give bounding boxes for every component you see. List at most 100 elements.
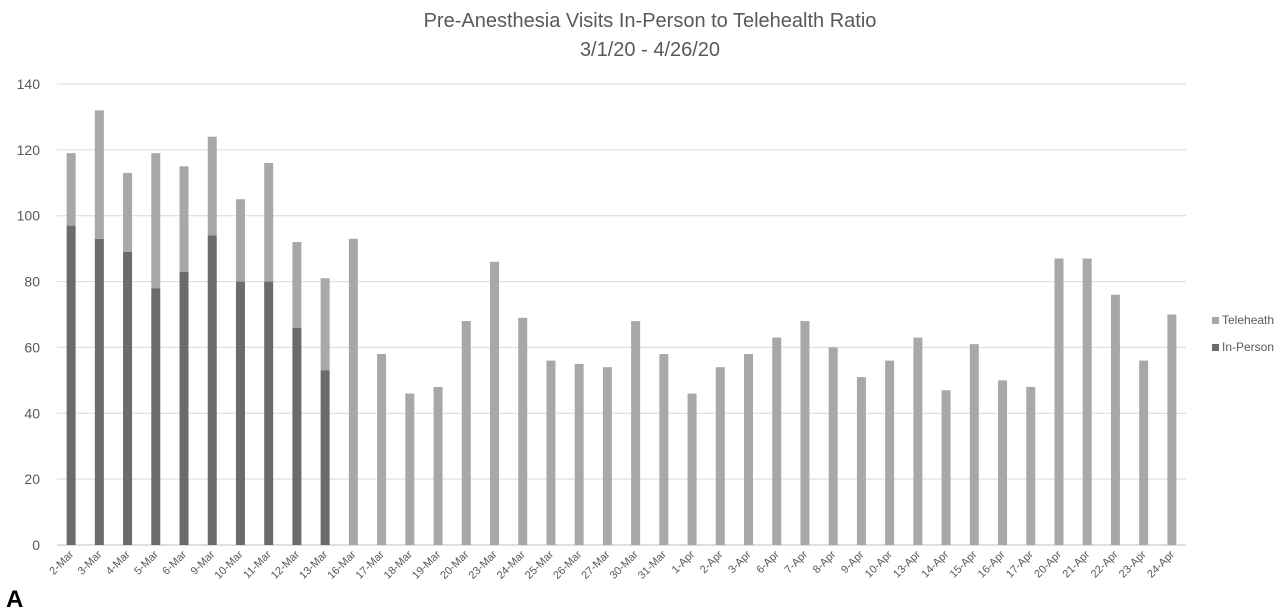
x-tick-label: 1-Apr <box>670 548 698 576</box>
bar-teleheath <box>772 337 782 545</box>
x-tick-label: 6-Apr <box>754 548 782 576</box>
chart-subtitle: 3/1/20 - 4/26/20 <box>580 39 720 61</box>
x-tick-label: 10-Mar <box>212 548 245 581</box>
x-tick-label: 13-Mar <box>297 548 330 581</box>
x-tick-label: 25-Mar <box>523 548 556 581</box>
bar-teleheath <box>800 321 810 545</box>
x-axis-ticks: 2-Mar 3-Mar 4-Mar 5-Mar 6-Mar 9-Mar10-Mar11-M… <box>47 548 1177 581</box>
bar-teleheath <box>715 367 725 545</box>
x-tick-label: 4-Mar <box>104 548 133 577</box>
bar-teleheath <box>348 238 358 545</box>
bar-teleheath <box>518 317 528 545</box>
x-tick-label: 20-Mar <box>438 548 471 581</box>
bar-teleheath <box>913 337 923 545</box>
x-tick-label: 30-Mar <box>608 548 641 581</box>
x-tick-label: 24-Apr <box>1145 548 1177 580</box>
bar-teleheath <box>998 380 1008 545</box>
x-tick-label: 2-Mar <box>47 548 76 577</box>
x-tick-label: 17-Mar <box>354 548 387 581</box>
bar-teleheath <box>320 278 330 371</box>
chart-title: Pre-Anesthesia Visits In-Person to Teleh… <box>424 10 877 32</box>
x-tick-label: 11-Mar <box>241 548 274 581</box>
x-tick-label: 21-Apr <box>1060 548 1092 580</box>
x-tick-label: 15-Apr <box>948 548 980 580</box>
y-tick-label: 80 <box>24 274 40 290</box>
y-tick-label: 40 <box>24 405 40 421</box>
y-axis-ticks: 0 20 40 60 80 100 120 140 <box>17 76 41 553</box>
bars <box>66 110 1177 546</box>
x-tick-label: 13-Apr <box>891 548 923 580</box>
bar-teleheath <box>123 172 133 252</box>
y-tick-label: 120 <box>17 142 41 158</box>
bar-teleheath <box>602 367 612 545</box>
bar-teleheath <box>885 360 895 545</box>
legend: Teleheath In-Person <box>1212 313 1274 354</box>
x-tick-label: 22-Apr <box>1089 548 1121 580</box>
y-tick-label: 60 <box>24 339 40 355</box>
bar-teleheath <box>856 377 866 545</box>
bar-in-person <box>320 370 330 545</box>
legend-label: Teleheath <box>1222 313 1274 327</box>
x-tick-label: 14-Apr <box>919 548 951 580</box>
legend-swatch <box>1212 344 1219 351</box>
bar-teleheath <box>179 166 189 272</box>
bar-teleheath <box>489 261 499 545</box>
x-tick-label: 23-Mar <box>466 548 499 581</box>
bar-teleheath <box>1139 360 1149 545</box>
bar-teleheath <box>1110 294 1120 545</box>
y-tick-label: 20 <box>24 471 40 487</box>
bar-in-person <box>292 327 302 545</box>
bar-teleheath <box>94 110 104 239</box>
x-tick-label: 18-Mar <box>382 548 415 581</box>
bar-teleheath <box>1026 386 1036 545</box>
y-tick-label: 100 <box>17 208 41 224</box>
x-tick-label: 2-Apr <box>698 548 726 576</box>
bar-in-person <box>179 271 189 545</box>
bar-teleheath <box>941 390 951 545</box>
x-tick-label: 27-Mar <box>579 548 612 581</box>
bar-teleheath <box>1054 258 1064 545</box>
bar-teleheath <box>264 163 274 282</box>
x-tick-label: 31-Mar <box>636 548 669 581</box>
x-tick-label: 8-Apr <box>811 548 839 576</box>
legend-swatch <box>1212 317 1219 324</box>
bar-in-person <box>264 281 274 545</box>
bar-teleheath <box>235 199 245 282</box>
x-tick-label: 10-Apr <box>863 548 895 580</box>
x-tick-label: 6-Mar <box>160 548 189 577</box>
bar-teleheath <box>207 136 217 236</box>
x-tick-label: 3-Mar <box>76 548 105 577</box>
bar-teleheath <box>1082 258 1092 545</box>
x-tick-label: 26-Mar <box>551 548 584 581</box>
bar-in-person <box>151 288 161 545</box>
bar-teleheath <box>828 347 838 545</box>
bar-in-person <box>235 281 245 545</box>
bar-teleheath <box>574 363 584 545</box>
x-tick-label: 20-Apr <box>1032 548 1064 580</box>
bar-teleheath <box>151 153 161 289</box>
bar-teleheath <box>969 344 979 545</box>
bar-teleheath <box>744 354 754 545</box>
x-tick-label: 5-Mar <box>132 548 161 577</box>
x-tick-label: 19-Mar <box>410 548 443 581</box>
panel-label: A <box>6 586 24 613</box>
bar-teleheath <box>687 393 697 545</box>
bar-teleheath <box>1167 314 1177 545</box>
x-tick-label: 3-Apr <box>726 548 754 576</box>
x-tick-label: 24-Mar <box>495 548 528 581</box>
x-tick-label: 12-Mar <box>269 548 302 581</box>
x-tick-label: 7-Apr <box>783 548 811 576</box>
bar-teleheath <box>659 354 669 545</box>
bar-teleheath <box>377 354 387 545</box>
x-tick-label: 16-Apr <box>976 548 1008 580</box>
bar-in-person <box>94 238 104 545</box>
x-tick-label: 17-Apr <box>1004 548 1036 580</box>
gridlines <box>57 83 1186 546</box>
x-tick-label: 23-Apr <box>1117 548 1149 580</box>
y-tick-label: 0 <box>32 537 40 553</box>
legend-label: In-Person <box>1222 340 1274 354</box>
bar-teleheath <box>405 393 415 545</box>
bar-teleheath <box>631 321 641 545</box>
x-tick-label: 16-Mar <box>325 548 358 581</box>
